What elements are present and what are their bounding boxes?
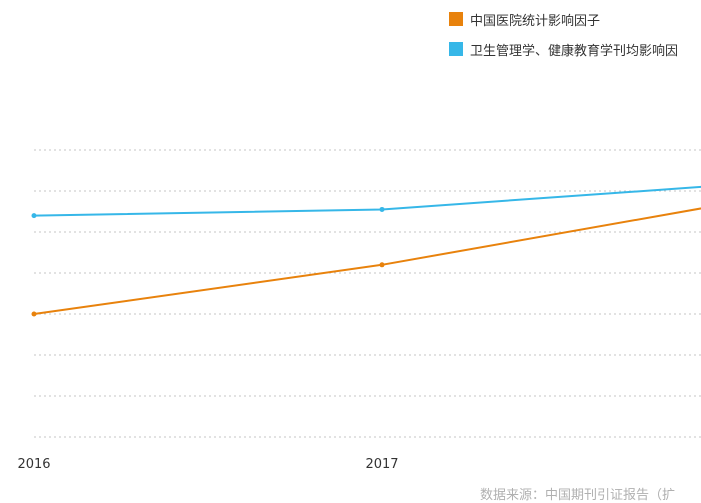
x-tick-label: 2016 bbox=[17, 457, 50, 472]
x-axis-ticks: 201620172018 bbox=[17, 457, 701, 472]
series-line-0 bbox=[34, 203, 701, 314]
legend-swatch-orange bbox=[449, 12, 463, 26]
series-lines bbox=[32, 182, 701, 316]
legend-swatch-blue bbox=[449, 42, 463, 56]
data-source-note: 数据来源：中国期刊引证报告（扩 bbox=[480, 484, 675, 503]
legend-label: 中国医院统计影响因子 bbox=[470, 10, 600, 29]
legend-item-journal-average[interactable]: 卫生管理学、健康教育学刊均影响因 bbox=[449, 39, 678, 59]
legend-item-hospital-stat[interactable]: 中国医院统计影响因子 bbox=[449, 9, 678, 29]
series-line-1 bbox=[34, 185, 701, 216]
data-point[interactable] bbox=[32, 312, 37, 317]
data-point[interactable] bbox=[380, 262, 385, 267]
data-point[interactable] bbox=[380, 207, 385, 212]
data-point[interactable] bbox=[32, 213, 37, 218]
legend-label: 卫生管理学、健康教育学刊均影响因 bbox=[470, 40, 678, 59]
legend: 中国医院统计影响因子 卫生管理学、健康教育学刊均影响因 bbox=[449, 9, 678, 69]
x-tick-label: 2017 bbox=[365, 457, 398, 472]
